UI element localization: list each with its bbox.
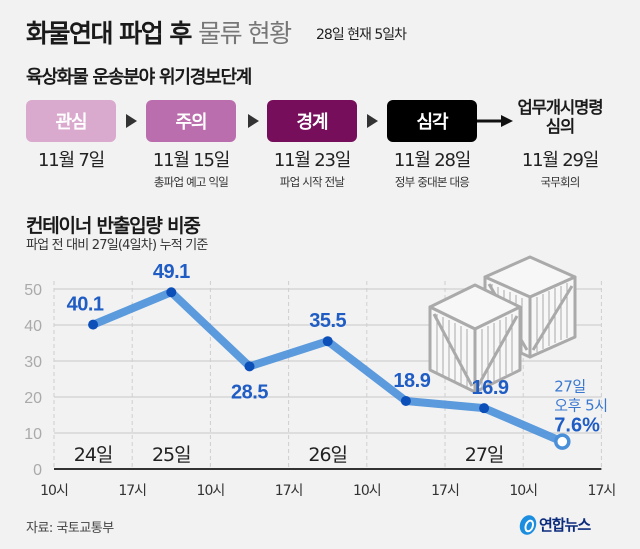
stage-label: 심각 [416,112,448,133]
long-arrow-icon [477,115,513,127]
stage-label: 주의 [175,112,207,133]
data-point [479,403,490,414]
y-tick-label: 40 [24,318,42,335]
annotation-day: 27일 [554,378,585,396]
stage-date: 11월 23일 [273,150,351,171]
data-point-last [554,433,571,450]
x-tick-label: 10시 [40,483,68,499]
stage-box-gwansim: 관심 [26,100,116,142]
logo-text: 연합뉴스 [539,516,591,534]
data-label: 16.9 [472,377,509,399]
data-label: 40.1 [67,294,104,316]
data-label: 28.5 [231,381,268,403]
stage-note: 정부 중대본 대응 [394,175,470,189]
data-label: 18.9 [393,370,430,392]
annotation-time: 오후 5시 [554,397,607,415]
data-point [244,361,255,372]
arrow-right-icon [367,114,378,128]
crates-illustration-icon [428,255,577,394]
x-tick-label: 17시 [118,483,146,499]
final-stage-note: 국무회의 [540,175,580,189]
stage-box-simgak: 심각 [387,100,477,142]
day-label: 27일 [465,444,504,466]
data-point [88,319,99,330]
data-label: 49.1 [153,261,190,283]
chart-title: 컨테이너 반출입량 비중 [26,215,201,237]
data-point [400,395,411,406]
arrow-right-icon [248,114,259,128]
data-point [322,336,333,347]
day-label: 24일 [74,444,113,466]
data-label: 35.5 [309,310,346,332]
final-label-line1: 업무개시명령 [517,98,603,117]
line-chart: 0 10 20 30 40 50 10시 17시 10시 17시 10시 17시 10시 17시 24일 25… [24,255,616,499]
stage-label: 경계 [296,112,328,133]
chart-subtitle: 파업 전 대비 27일(4일차) 누적 기준 [26,238,208,253]
stage-note: 파업 시작 전날 [279,175,345,189]
arrow-right-icon [126,114,137,128]
day-label: 25일 [152,444,191,466]
stage-box-juui: 주의 [146,100,236,142]
y-tick-label: 20 [24,390,42,407]
yonhap-logo: 연합뉴스 [517,512,591,537]
stage-date: 11월 28일 [393,150,471,171]
y-tick-label: 0 [33,462,42,479]
page-title: 화물연대 파업 후 물류 현황 [26,14,292,50]
x-tick-label: 17시 [431,483,459,499]
data-point [166,287,177,298]
data-label-last: 7.6% [554,415,600,437]
source-note: 자료: 국토교통부 [26,521,114,536]
x-tick-label: 10시 [353,483,381,499]
stage-date: 11월 15일 [152,150,230,171]
stage-note: 총파업 예고 익일 [153,175,229,189]
y-tick-label: 10 [24,426,42,443]
x-tick-label: 10시 [197,483,225,499]
date-note: 28일 현재 5일차 [316,27,407,43]
final-label-line2: 심의 [545,117,575,136]
day-label: 26일 [308,444,347,466]
final-stage-date: 11월 29일 [521,150,599,171]
title-bold: 화물연대 파업 후 [26,19,192,48]
y-tick-label: 30 [24,354,42,371]
x-tick-label: 10시 [509,483,537,499]
x-tick-label: 17시 [588,483,616,499]
series-line [88,287,571,450]
x-tick-label: 17시 [275,483,303,499]
final-stage-label: 업무개시명령 심의 [510,98,610,136]
title-light: 물류 현황 [198,19,292,48]
yonhap-logo-icon [517,512,539,537]
y-tick-label: 50 [24,282,42,299]
stage-label: 관심 [55,112,87,133]
axes: 0 10 20 30 40 50 10시 17시 10시 17시 10시 17시 10시 17시 24일 25… [24,282,616,499]
stage-section-title: 육상화물 운송분야 위기경보단계 [26,67,252,88]
stage-date: 11월 7일 [38,150,105,171]
stage-box-gyeonggye: 경계 [267,100,357,142]
